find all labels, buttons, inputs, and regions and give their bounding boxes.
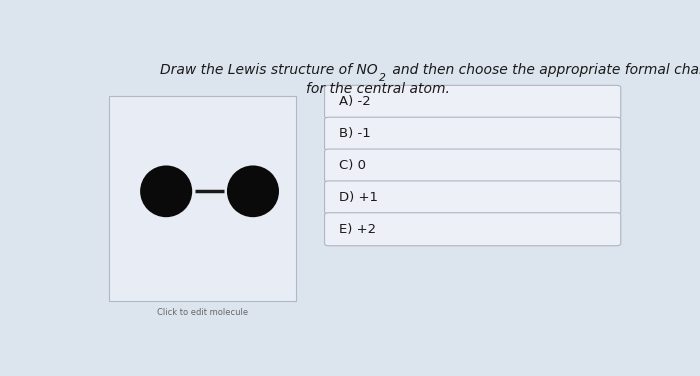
Text: E) +2: E) +2 <box>339 223 376 236</box>
Text: D) +1: D) +1 <box>339 191 378 204</box>
FancyBboxPatch shape <box>325 149 621 182</box>
FancyBboxPatch shape <box>109 96 296 301</box>
FancyBboxPatch shape <box>325 213 621 246</box>
Text: and then choose the appropriate formal charge: and then choose the appropriate formal c… <box>388 63 700 77</box>
Ellipse shape <box>227 165 279 217</box>
FancyBboxPatch shape <box>325 181 621 214</box>
Text: B) -1: B) -1 <box>339 127 370 140</box>
Text: 2: 2 <box>379 73 386 83</box>
FancyBboxPatch shape <box>325 85 621 118</box>
Text: Click to edit molecule: Click to edit molecule <box>158 308 248 317</box>
FancyBboxPatch shape <box>325 117 621 150</box>
Ellipse shape <box>140 165 192 217</box>
Text: C) 0: C) 0 <box>339 159 365 172</box>
Text: for the central atom.: for the central atom. <box>306 82 449 96</box>
Text: A) -2: A) -2 <box>339 96 370 108</box>
Text: Draw the Lewis structure of NO: Draw the Lewis structure of NO <box>160 63 378 77</box>
